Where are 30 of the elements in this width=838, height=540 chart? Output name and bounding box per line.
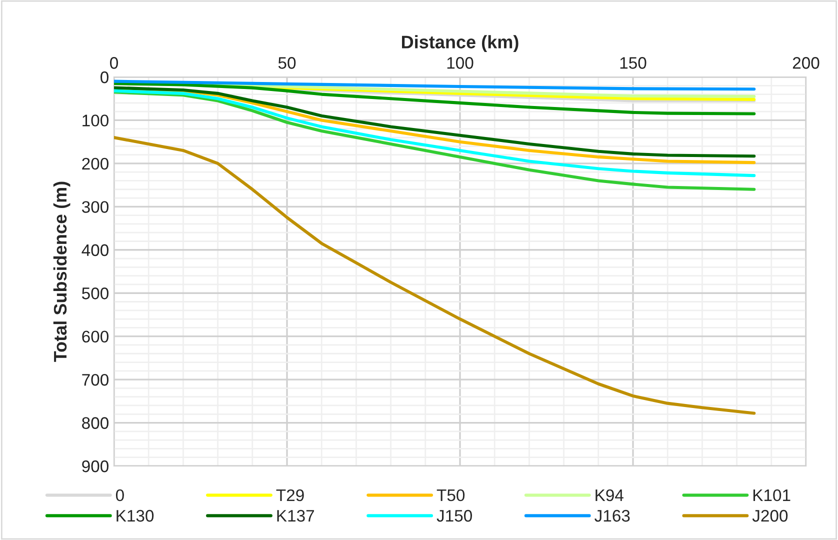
x-tick-label: 200 xyxy=(792,57,820,69)
y-tick-label: 200 xyxy=(82,158,108,170)
y-tick-label: 300 xyxy=(82,201,108,213)
y-axis-title: Total Subsidence (m) xyxy=(53,182,70,362)
legend-label: K137 xyxy=(277,510,314,522)
x-tick-label: 150 xyxy=(620,57,646,69)
line-series xyxy=(114,80,756,91)
legend-label: J163 xyxy=(594,510,630,522)
x-tick-label: 50 xyxy=(278,57,296,69)
y-tick-label: 0 xyxy=(100,71,108,84)
legend-label: T29 xyxy=(276,489,304,502)
y-tick-label: 400 xyxy=(82,244,108,256)
line-series xyxy=(114,82,756,116)
y-tick-label: 800 xyxy=(82,417,108,429)
y-tick-label: 700 xyxy=(82,374,108,386)
legend-label: T50 xyxy=(436,489,465,502)
x-tick-label: 100 xyxy=(447,57,474,69)
x-axis-title: Distance (km) xyxy=(402,35,518,52)
legend-label: J150 xyxy=(436,510,472,522)
y-tick-label: 500 xyxy=(82,288,108,300)
legend-label: J200 xyxy=(752,510,788,522)
legend-label: K94 xyxy=(596,489,624,502)
x-tick-label: 0 xyxy=(110,57,118,69)
y-tick-label: 100 xyxy=(82,114,108,126)
y-tick-label: 900 xyxy=(82,460,108,472)
legend-label: 0 xyxy=(116,489,124,502)
legend-label: K130 xyxy=(116,510,154,522)
legend-label: K101 xyxy=(753,489,790,502)
y-tick-label: 600 xyxy=(82,330,108,343)
line-series xyxy=(114,136,756,415)
